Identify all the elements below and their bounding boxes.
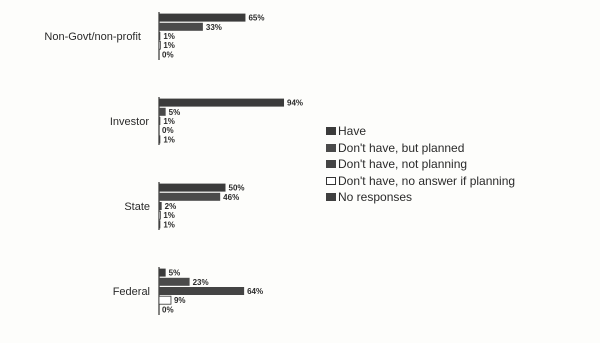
legend-item-no-response: No responses (326, 189, 515, 206)
data-label-have-investor: 94% (287, 99, 303, 108)
data-label-no-answer-investor: 0% (162, 126, 174, 135)
data-label-not-planning-non-govt-non-profit: 1% (163, 32, 175, 41)
bar-have-state (159, 183, 226, 192)
legend-label-no-response: No responses (338, 190, 413, 204)
data-label-planned-state: 46% (223, 193, 239, 202)
data-label-have-federal: 5% (169, 269, 181, 278)
bar-planned-state (159, 192, 221, 201)
legend-label-have: Have (338, 124, 367, 138)
bar-planned-non-govt-non-profit (159, 22, 203, 31)
data-label-not-planning-investor: 1% (163, 117, 175, 126)
category-label-federal: Federal (113, 286, 150, 298)
bar-no-response-investor (159, 135, 161, 144)
category-label-state: State (124, 201, 150, 213)
data-label-no-response-non-govt-non-profit: 0% (162, 50, 174, 59)
legend-label-not-planning: Don't have, not planning (338, 157, 468, 171)
legend-swatch-have (326, 127, 336, 136)
legend-swatch-planned (326, 143, 336, 152)
bar-have-investor (159, 98, 285, 107)
category-label-investor: Investor (110, 116, 149, 128)
bar-no-answer-federal (158, 295, 172, 305)
data-label-not-planning-state: 2% (165, 202, 177, 211)
legend-swatch-no-answer (326, 176, 336, 185)
legend-item-no-answer: Don't have, no answer if planning (326, 173, 515, 190)
data-label-planned-non-govt-non-profit: 33% (206, 23, 222, 32)
legend-swatch-no-response (326, 193, 336, 202)
legend-item-not-planning: Don't have, not planning (326, 156, 515, 173)
legend-label-no-answer: Don't have, no answer if planning (338, 173, 516, 188)
bar-planned-investor (159, 107, 166, 116)
data-label-planned-federal: 23% (193, 278, 209, 287)
bar-have-non-govt-non-profit (159, 13, 246, 22)
bar-not-planning-non-govt-non-profit (159, 32, 161, 40)
legend-label-planned: Don't have, but planned (338, 140, 465, 155)
data-label-no-response-federal: 0% (162, 305, 174, 314)
data-label-have-state: 50% (229, 184, 245, 193)
data-label-have-non-govt-non-profit: 65% (248, 14, 264, 23)
bar-no-response-state (159, 220, 161, 229)
legend-item-have: Have (326, 123, 515, 140)
bar-not-planning-investor (159, 117, 161, 125)
data-label-no-response-state: 1% (163, 220, 175, 229)
bar-have-federal (159, 268, 166, 277)
bar-not-planning-federal (159, 287, 245, 295)
data-label-no-answer-federal: 9% (174, 296, 186, 305)
data-label-no-answer-non-govt-non-profit: 1% (163, 41, 175, 50)
data-label-no-answer-state: 1% (163, 211, 175, 220)
legend: Have Don't have, but planned Don't have,… (326, 123, 515, 206)
legend-item-planned: Don't have, but planned (326, 140, 515, 157)
bar-planned-federal (159, 277, 190, 286)
data-label-planned-investor: 5% (169, 108, 181, 117)
category-label-non-govt-non-profit: Non-Govt/non-profit (44, 31, 141, 43)
legend-swatch-not-planning (326, 160, 336, 169)
data-label-no-response-investor: 1% (163, 135, 175, 144)
bar-not-planning-state (159, 202, 162, 210)
bar-no-answer-non-govt-non-profit (158, 40, 161, 50)
bar-no-answer-state (158, 210, 161, 220)
data-label-not-planning-federal: 64% (247, 287, 263, 296)
